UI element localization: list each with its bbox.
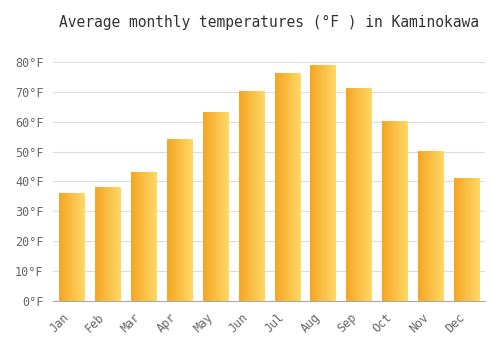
Title: Average monthly temperatures (°F ) in Kaminokawa: Average monthly temperatures (°F ) in Ka… — [59, 15, 479, 30]
